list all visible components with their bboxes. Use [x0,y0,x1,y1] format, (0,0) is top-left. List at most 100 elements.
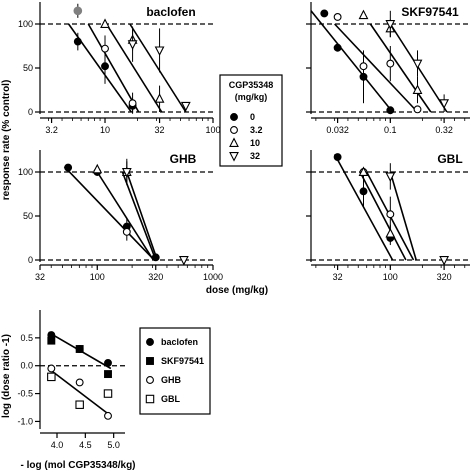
panel-ghb: 0 50 100 32 100 320 1000 GHB [18,150,223,282]
legend-compounds-markers [145,338,155,404]
data-point-ghb [75,378,84,387]
data-point-extra [73,6,83,16]
data-point-3-2 [359,62,368,71]
regression-line-0 [310,10,394,113]
data-point-3-2 [128,99,137,108]
dose-response-panels: 0 50 100 3.2 10 32 100 baclofen 0.032 0.1 0.32 SKF9… [17,2,470,450]
data-point-0 [333,43,342,52]
data-point-32 [127,40,138,50]
y-tick-label: 50 [23,211,33,221]
y-tick-label: 100 [18,167,33,177]
data-point-0 [333,153,342,161]
x-tick-label: 0.32 [435,125,453,135]
legend-cgp35348-label-32: 32 [250,151,260,161]
data-point-10 [92,163,103,174]
data-point-gbl [47,372,56,382]
data-point-0 [73,37,82,46]
regression-line-ghb [48,367,112,417]
regression-line-10 [369,23,432,113]
data-point-3-2 [413,105,422,114]
panel-title: SKF97541 [401,5,459,19]
regression-line-3-2 [359,171,407,261]
x-tick-label: 100 [383,272,398,282]
y-tick-label: -1.0 [17,416,33,426]
x-tick-label: 32 [35,272,45,282]
legend-cgp35348-markers [229,113,239,162]
legend-cgp35348-frame [219,74,283,167]
y-tick-label: 0 [28,107,33,117]
legend-marker-32 [229,152,239,162]
panel-title: GHB [170,152,197,166]
x-tick-label: 100 [205,125,220,135]
legend-marker-ghb [146,376,154,384]
data-point-skf97541 [47,336,56,345]
data-point-ghb [104,411,112,420]
regression-line-3-2 [96,171,154,261]
data-point-10 [154,93,165,103]
data-point-skf97541 [104,370,112,379]
regression-line-0 [63,166,155,261]
panel-title: GBL [437,152,462,166]
x-tick-label: 1000 [203,272,223,282]
panel-baclofen: 0 50 100 3.2 10 32 100 baclofen [18,2,221,135]
data-point-32 [439,99,450,109]
data-point-0 [386,106,395,115]
legend-marker-skf97541 [146,357,154,365]
data-point-gbl [75,400,84,409]
data-point-3-2 [386,59,395,68]
x-tick-label: 0.032 [326,125,349,135]
legend-marker-gbl [145,394,155,404]
panel-title: baclofen [146,5,195,19]
regression-line-32 [389,171,417,261]
x-tick-label: 320 [148,272,163,282]
data-point-0 [320,9,329,18]
panel-skf97541: 0.032 0.1 0.32 SKF97541 [306,2,470,135]
y-tick-label: 0.5 [20,333,33,343]
regression-line-3-2 [334,23,419,113]
legend-cgp35348-label-3-2: 3.2 [250,125,263,135]
legend-cgp35348: CGP35348 (mg/kg) 0 3.2 10 32 [219,74,283,167]
data-point-ghb [47,364,56,373]
x-tick-label: 4.0 [51,440,64,450]
data-point-32 [121,168,132,178]
y-axis-label: response rate (% control) [1,80,12,201]
data-point-3-2 [122,227,131,236]
regression-line-32 [389,23,448,113]
regression-line-32 [126,171,159,261]
regression-line-10 [105,23,163,113]
legend-compounds: baclofen SKF97541 GHB GBL [139,327,211,415]
x-tick-label: 100 [90,272,105,282]
legend-cgp35348-label-0: 0 [250,112,255,122]
x-tick-label: 32 [333,272,343,282]
data-point-32 [154,46,165,57]
data-point-0 [64,163,73,172]
schild-x-axis-label: - log (mol CGP35348/kg) [20,460,135,471]
data-point-32 [178,256,189,266]
x-tick-label: 4.5 [79,440,92,450]
legend-marker-baclofen [146,338,154,346]
data-point-10 [100,18,110,28]
x-axis-label: dose (mg/kg) [206,285,268,296]
panel-schild-plot: -1.0 -0.5 0.0 0.5 4.0 4.5 5.0 [17,310,125,450]
regression-line-3-2 [87,23,140,113]
data-point-10 [358,166,369,176]
legend-cgp35348-label-10: 10 [250,138,260,148]
x-tick-label: 320 [437,272,452,282]
y-tick-label: 0 [28,255,33,265]
legend-compounds-label-gbl: GBL [161,394,181,404]
panel-gbl: 32 100 320 GBL [306,150,470,282]
legend-compounds-label-skf97541: SKF97541 [161,356,204,366]
x-tick-label: 0.1 [384,125,397,135]
schild-y-axis-label: log (dose ratio -1) [1,334,12,418]
data-point-32 [385,172,396,183]
legend-compounds-label-baclofen: baclofen [161,337,198,347]
legend-cgp35348-title-line2: (mg/kg) [235,92,268,102]
data-point-0 [151,253,160,262]
legend-compounds-label-ghb: GHB [161,375,182,385]
data-point-3-2 [386,210,395,219]
data-point-gbl [103,389,113,398]
data-point-10 [358,9,369,20]
y-tick-label: 100 [18,19,33,29]
data-point-10 [385,227,396,238]
